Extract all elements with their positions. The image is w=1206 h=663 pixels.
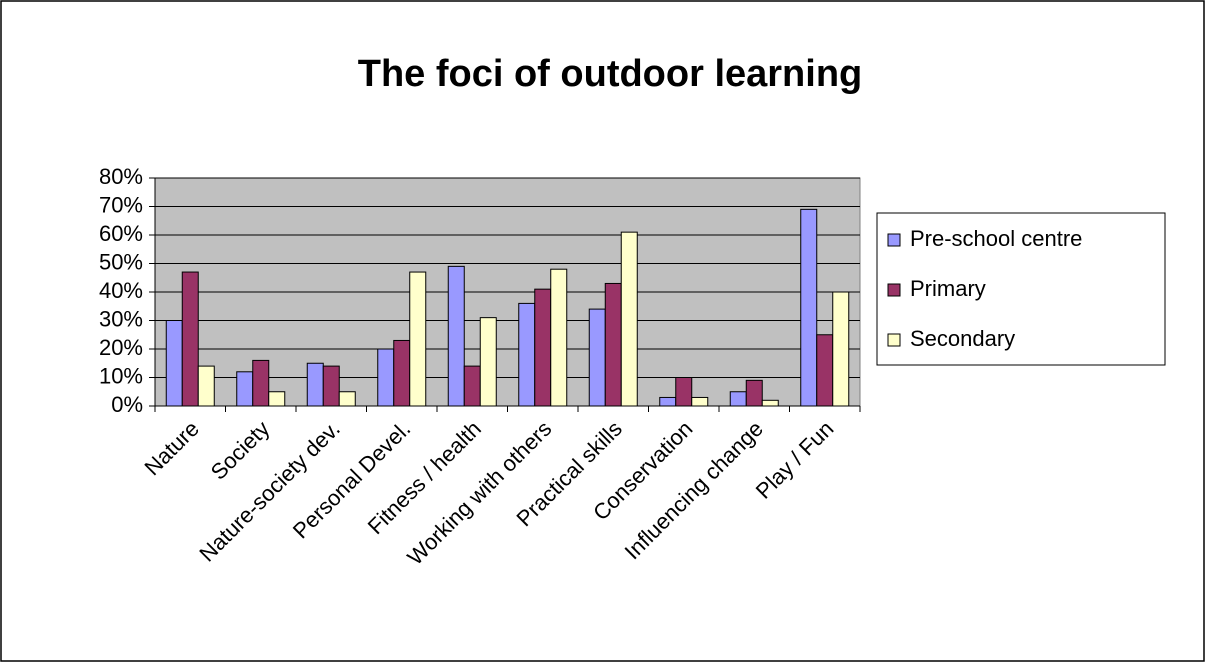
bar <box>252 359 270 407</box>
bar <box>550 268 568 407</box>
y-tick-label: 50% <box>99 249 143 274</box>
legend-label: Pre-school centre <box>910 226 1082 251</box>
bar <box>832 291 850 407</box>
y-tick-label: 60% <box>99 221 143 246</box>
y-tick-label: 10% <box>99 363 143 388</box>
bar <box>197 365 215 407</box>
bar <box>236 371 254 407</box>
legend-label: Secondary <box>910 326 1015 351</box>
bar <box>588 308 606 407</box>
legend-swatch <box>887 283 901 297</box>
legend-swatch <box>887 333 901 347</box>
bar <box>165 320 183 407</box>
bar <box>761 399 779 407</box>
bar <box>604 282 622 407</box>
y-tick-label: 30% <box>99 306 143 331</box>
bar <box>338 391 356 407</box>
chart-title: The foci of outdoor learning <box>358 53 863 95</box>
bar <box>816 334 834 407</box>
legend <box>876 212 1166 366</box>
bar <box>181 271 199 407</box>
bar <box>463 365 481 407</box>
bar <box>518 302 536 407</box>
y-tick-label: 80% <box>99 164 143 189</box>
bar <box>620 231 638 407</box>
legend-label: Primary <box>910 276 986 301</box>
bar <box>745 379 763 407</box>
y-tick-label: 0% <box>111 392 143 417</box>
bar <box>479 317 497 407</box>
legend-swatch <box>887 233 901 247</box>
bar <box>659 396 677 407</box>
bar <box>306 362 324 407</box>
y-tick-label: 70% <box>99 192 143 217</box>
bar <box>393 339 411 407</box>
bar <box>447 265 465 407</box>
bar <box>268 391 286 407</box>
bar <box>534 288 552 407</box>
bar <box>800 208 818 407</box>
y-tick-label: 20% <box>99 335 143 360</box>
bar <box>377 348 395 407</box>
bar <box>729 391 747 407</box>
y-tick-label: 40% <box>99 278 143 303</box>
bar <box>322 365 340 407</box>
bar <box>691 396 709 407</box>
bar <box>675 377 693 407</box>
bar <box>409 271 427 407</box>
